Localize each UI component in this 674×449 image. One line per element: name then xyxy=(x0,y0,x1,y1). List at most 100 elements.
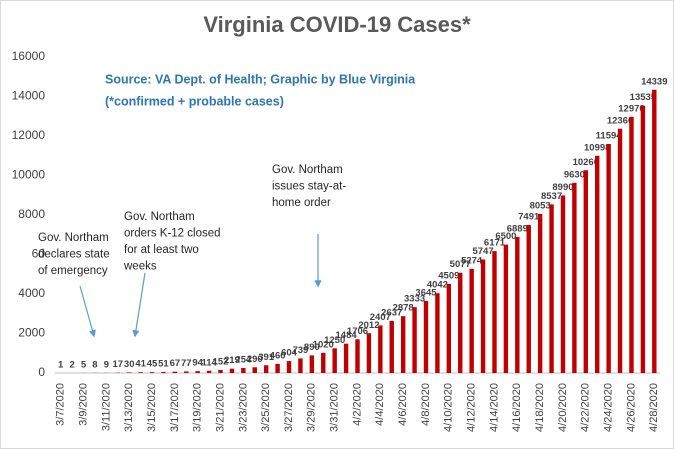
value-label: 114 xyxy=(201,357,217,368)
value-label: 3333 xyxy=(404,294,425,305)
x-tick-label: 4/10/2020 xyxy=(443,383,455,432)
value-label: 8537 xyxy=(541,191,562,202)
value-label: 51 xyxy=(158,359,169,370)
value-label: 4042 xyxy=(427,280,448,291)
x-tick-label: 4/12/2020 xyxy=(466,383,478,432)
value-label: 5077 xyxy=(450,259,471,270)
bar xyxy=(343,343,349,373)
x-tick-label: 4/24/2020 xyxy=(603,383,615,432)
value-label: 8053 xyxy=(530,200,551,211)
bar xyxy=(572,182,577,373)
bar xyxy=(309,355,315,373)
x-tick-label: 4/14/2020 xyxy=(488,383,500,432)
bar xyxy=(595,155,600,373)
x-tick-label: 4/22/2020 xyxy=(580,383,592,432)
value-label: 5274 xyxy=(461,255,483,266)
value-label: 460 xyxy=(270,350,286,361)
value-label: 5747 xyxy=(472,246,493,257)
value-label: 2 xyxy=(69,359,74,370)
source-note: Source: VA Dept. of Health; Graphic by B… xyxy=(105,72,416,86)
chart-title: Virginia COVID-19 Cases* xyxy=(203,12,471,37)
bar xyxy=(184,371,189,373)
annotation: Gov. Northam xyxy=(272,164,343,176)
bar xyxy=(469,268,474,373)
value-label: 1020 xyxy=(313,339,334,350)
y-tick-label: 10000 xyxy=(12,168,46,182)
value-label: 290 xyxy=(247,354,263,365)
x-tick-label: 3/21/2020 xyxy=(214,383,226,432)
value-label: 254 xyxy=(235,354,252,365)
bar xyxy=(606,144,611,373)
bar xyxy=(537,213,543,373)
value-label: 2637 xyxy=(381,307,402,318)
value-label: 12970 xyxy=(618,103,644,114)
x-tick-label: 3/31/2020 xyxy=(329,383,341,432)
value-label: 1250 xyxy=(324,335,345,346)
bar xyxy=(435,293,440,373)
x-tick-label: 4/8/2020 xyxy=(420,383,432,426)
y-tick-label: 8000 xyxy=(18,207,45,221)
bar xyxy=(492,251,497,373)
value-label: 7491 xyxy=(518,212,540,223)
bar xyxy=(583,170,589,373)
value-label: 2012 xyxy=(358,320,379,331)
bar xyxy=(617,128,623,373)
value-label: 77 xyxy=(181,358,192,369)
value-label: 604 xyxy=(281,348,298,359)
value-label: 41 xyxy=(135,359,146,370)
value-label: 9630 xyxy=(564,169,585,180)
value-label: 4509 xyxy=(438,270,459,281)
value-label: 3645 xyxy=(415,288,437,299)
value-label: 6500 xyxy=(495,231,516,242)
value-label: 10998 xyxy=(584,142,610,153)
value-label: 6889 xyxy=(507,223,528,234)
x-tick-label: 4/4/2020 xyxy=(374,383,386,426)
value-label: 2878 xyxy=(393,303,414,314)
value-label: 2407 xyxy=(370,312,391,323)
x-tick-label: 3/29/2020 xyxy=(306,383,318,432)
y-tick-label: 0 xyxy=(38,365,45,379)
bar xyxy=(560,195,566,373)
bar xyxy=(138,372,143,373)
y-tick-label: 60 xyxy=(32,247,46,261)
bar xyxy=(366,333,372,373)
annotation: issues stay-at- xyxy=(272,181,346,193)
x-tick-label: 3/13/2020 xyxy=(123,383,135,432)
annotation-arrow xyxy=(132,272,146,338)
bar xyxy=(195,371,200,373)
y-tick-label: 14000 xyxy=(12,89,46,103)
annotation: Gov. Northam xyxy=(38,232,109,244)
y-tick-label: 16000 xyxy=(12,49,46,63)
x-tick-label: 3/7/2020 xyxy=(55,383,67,426)
value-label: 219 xyxy=(224,355,240,366)
bar xyxy=(412,307,417,373)
value-label: 14339 xyxy=(641,76,667,87)
bar xyxy=(389,320,394,373)
annotation: orders K-12 closed xyxy=(124,228,221,240)
x-tick-label: 4/28/2020 xyxy=(648,383,660,432)
bar xyxy=(252,367,257,373)
value-label: 30 xyxy=(124,359,135,370)
x-tick-label: 3/15/2020 xyxy=(146,383,158,432)
bar xyxy=(263,365,269,373)
value-label: 67 xyxy=(170,358,181,369)
value-label: 12366 xyxy=(607,115,633,126)
value-label: 5 xyxy=(81,359,87,370)
x-tick-label: 3/9/2020 xyxy=(77,383,89,426)
y-tick-label: 2000 xyxy=(18,326,45,340)
value-label: 6171 xyxy=(484,238,506,249)
x-tick-label: 4/2/2020 xyxy=(351,383,363,426)
y-tick-label: 4000 xyxy=(18,286,45,300)
annotation-arrow xyxy=(79,285,96,338)
bar xyxy=(172,371,178,373)
bar xyxy=(218,369,223,373)
bar xyxy=(229,368,235,373)
bar xyxy=(503,244,509,373)
x-tick-label: 4/16/2020 xyxy=(511,383,523,432)
annotation: declares state xyxy=(38,249,110,261)
bar xyxy=(161,371,166,373)
bar xyxy=(640,105,646,373)
annotation: weeks xyxy=(123,261,157,273)
value-label: 45 xyxy=(147,359,158,370)
